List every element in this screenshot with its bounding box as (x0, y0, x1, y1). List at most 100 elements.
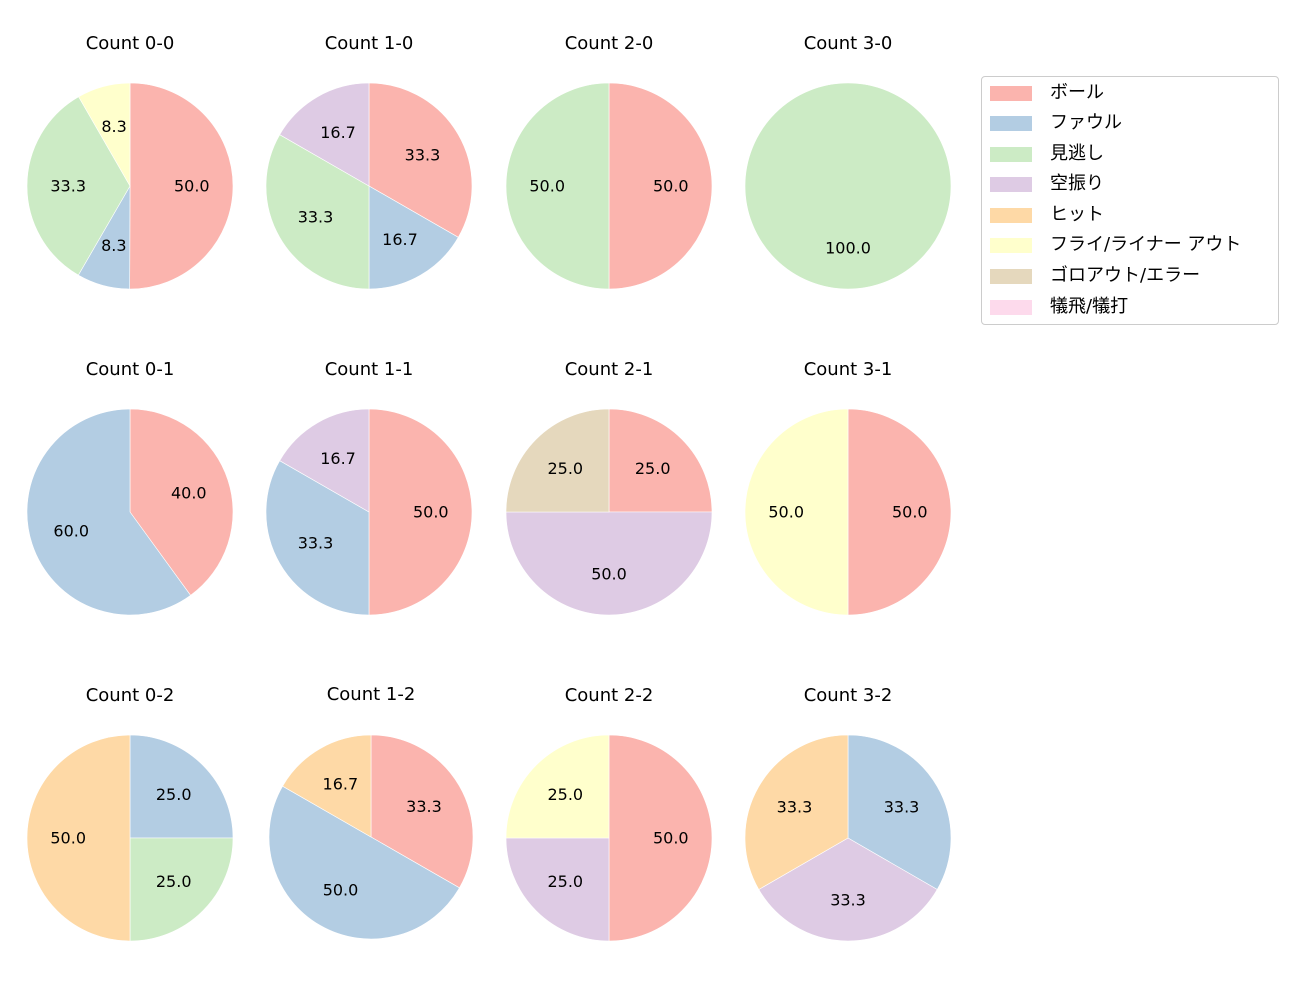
pie-count-2-0: 50.0 50.0 Count 2-0 (489, 16, 729, 336)
pie-slice-label: 16.7 (382, 230, 418, 249)
pie-title: Count 0-2 (85, 685, 175, 706)
legend-item-sacrifice: 犠飛/犠打 (990, 292, 1128, 322)
pie-slice (26, 734, 131, 942)
pie-slice (268, 785, 460, 940)
legend-swatch (990, 237, 1032, 253)
pie-slice-label: 50.0 (653, 177, 689, 196)
pie-slice-label: 25.0 (547, 459, 583, 478)
pie-slice (744, 734, 849, 890)
pie-slice-label: 100.0 (825, 238, 871, 257)
pie-chart: 25.0 25.0 50.0 (26, 734, 234, 942)
pie-slice-label: 25.0 (156, 872, 192, 891)
pie-title: Count 0-1 (85, 359, 175, 380)
legend: ボール ファウル 見逃し 空振り ヒット フライ/ライナー アウト ゴロアウト/… (981, 76, 1279, 325)
pie-slice-label: 60.0 (53, 522, 89, 541)
pie-slice-label: 50.0 (323, 881, 359, 900)
pie-slice-label: 33.3 (298, 533, 334, 552)
legend-item-hit: ヒット (990, 200, 1104, 230)
legend-label: ゴロアウト/エラー (1050, 265, 1201, 286)
legend-item-grounder-out-error: ゴロアウト/エラー (990, 261, 1200, 291)
pie-slice (129, 837, 234, 942)
pie-slice-label: 50.0 (653, 829, 689, 848)
pie-count-3-1: 50.0 50.0 Count 3-1 (728, 342, 968, 662)
pie-slice (370, 734, 474, 889)
pie-slice-label: 50.0 (50, 829, 86, 848)
pie-slice (265, 134, 370, 290)
pie-chart: 50.0 50.0 (505, 82, 713, 290)
legend-swatch (990, 85, 1032, 101)
legend-label: 犠飛/犠打 (1050, 296, 1129, 317)
pie-chart: 50.0 33.3 16.7 (265, 408, 473, 616)
pie-slice-label: 50.0 (892, 503, 928, 522)
pie-title: Count 2-1 (564, 359, 654, 380)
legend-item-ball: ボール (990, 78, 1104, 108)
pie-chart: 33.3 50.0 16.7 (268, 734, 474, 940)
pie-slice (505, 408, 610, 513)
pie-chart: 50.0 25.0 25.0 (505, 734, 713, 942)
pie-count-0-2: 25.0 25.0 50.0 Count 0-2 (10, 668, 250, 988)
pie-slice-label: 50.0 (591, 564, 627, 583)
pie-title: Count 3-0 (803, 33, 893, 54)
legend-label: フライ/ライナー アウト (1050, 234, 1242, 255)
legend-swatch (990, 146, 1032, 162)
legend-swatch (990, 268, 1032, 284)
pie-slice-label: 33.3 (830, 890, 866, 909)
pie-slice (744, 408, 849, 616)
pie-slice (129, 408, 234, 596)
pie-title: Count 2-0 (564, 33, 654, 54)
pie-title: Count 1-0 (324, 33, 414, 54)
pie-slice (368, 408, 473, 616)
pie-slice-label: 33.3 (884, 798, 920, 817)
pie-slice (847, 408, 952, 616)
pie-slice-label: 25.0 (635, 459, 671, 478)
pie-title: Count 3-2 (803, 685, 893, 706)
pie-slice-label: 16.7 (320, 123, 356, 142)
pie-slice-label: 33.3 (298, 207, 334, 226)
legend-swatch (990, 115, 1032, 131)
pie-count-3-2: 33.3 33.3 33.3 Count 3-2 (728, 668, 968, 988)
pie-slice-label: 16.7 (320, 449, 356, 468)
pie-slice-label: 50.0 (413, 503, 449, 522)
legend-label: 空振り (1050, 173, 1104, 194)
legend-label: ボール (1050, 82, 1104, 103)
pie-slice (608, 734, 713, 942)
pie-count-1-1: 50.0 33.3 16.7 Count 1-1 (249, 342, 489, 662)
legend-item-called-strike: 見逃し (990, 139, 1104, 169)
pie-slice-label: 33.3 (406, 797, 442, 816)
pie-slice-label: 8.3 (101, 236, 126, 255)
legend-label: ヒット (1050, 204, 1104, 225)
pie-slice-label: 50.0 (768, 503, 804, 522)
pie-slice-label: 16.7 (323, 775, 359, 794)
pie-slice (505, 734, 610, 839)
legend-swatch (990, 207, 1032, 223)
pie-slice (129, 82, 234, 290)
pie-chart: 33.3 16.7 33.3 16.7 (265, 82, 473, 290)
legend-swatch (990, 299, 1032, 315)
pie-slice (505, 82, 610, 290)
pie-chart: 50.0 50.0 (744, 408, 952, 616)
pie-slice (608, 82, 713, 290)
pie-slice (129, 734, 234, 839)
pie-slice (744, 82, 952, 290)
pie-slice (505, 837, 610, 942)
pie-slice (78, 82, 131, 188)
pie-chart: 50.0 8.3 33.3 8.3 (26, 82, 234, 290)
pie-slice-label: 8.3 (101, 117, 126, 136)
pie-slice-label: 33.3 (405, 146, 441, 165)
legend-item-foul: ファウル (990, 108, 1122, 138)
pie-title: Count 1-1 (324, 359, 414, 380)
legend-item-swinging-strike: 空振り (990, 169, 1104, 199)
pie-count-2-2: 50.0 25.0 25.0 Count 2-2 (489, 668, 729, 988)
pie-chart: 40.0 60.0 (26, 408, 234, 616)
pie-slice-label: 50.0 (174, 177, 210, 196)
pie-count-1-2: 33.3 50.0 16.7 Count 1-2 (251, 667, 491, 987)
pie-slice-label: 33.3 (777, 798, 813, 817)
pie-slice-label: 25.0 (547, 872, 583, 891)
legend-item-fly-liner-out: フライ/ライナー アウト (990, 230, 1241, 260)
pie-slice (279, 82, 370, 187)
pie-count-3-0: 100.0 Count 3-0 (728, 16, 968, 336)
pie-slice-label: 33.3 (50, 176, 86, 195)
pie-slice (26, 408, 191, 616)
pie-count-0-0: 50.0 8.3 33.3 8.3 Count 0-0 (10, 16, 250, 336)
pie-title: Count 1-2 (326, 684, 416, 705)
